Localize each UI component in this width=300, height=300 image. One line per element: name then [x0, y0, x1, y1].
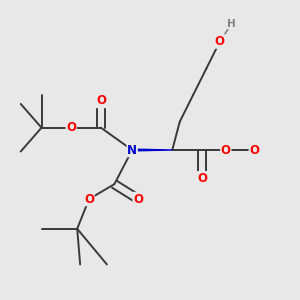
Text: H: H — [227, 19, 236, 29]
Text: N: N — [127, 143, 137, 157]
Text: O: O — [96, 94, 106, 107]
Text: O: O — [250, 143, 260, 157]
Text: O: O — [133, 193, 143, 206]
Text: O: O — [215, 35, 225, 48]
Polygon shape — [132, 149, 172, 151]
Text: O: O — [66, 121, 76, 134]
Text: O: O — [84, 193, 94, 206]
Text: O: O — [197, 172, 207, 185]
Text: O: O — [221, 143, 231, 157]
